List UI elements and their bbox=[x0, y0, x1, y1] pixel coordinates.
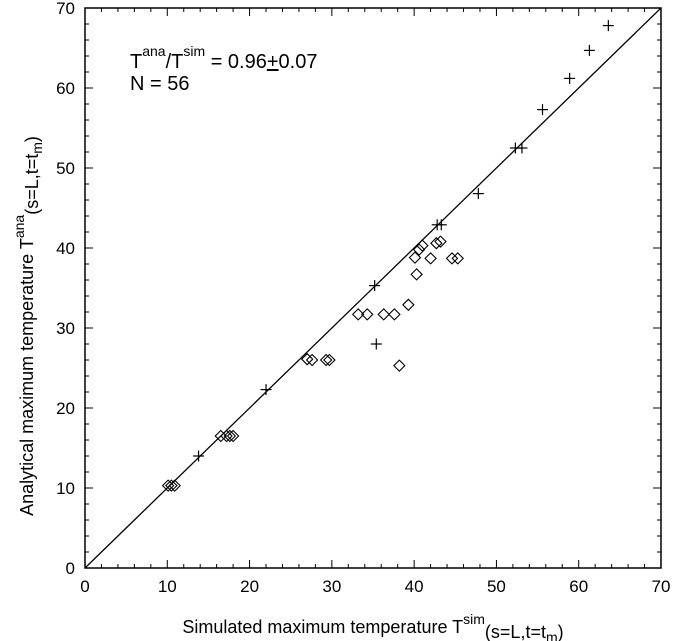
diamond-point bbox=[402, 298, 415, 312]
y-tick-label: 0 bbox=[66, 559, 75, 578]
plus-point bbox=[583, 44, 595, 56]
diamond-point bbox=[434, 235, 447, 248]
diamond-point bbox=[445, 252, 459, 265]
reference-line-group bbox=[84, 7, 662, 569]
diamond-point bbox=[165, 479, 178, 492]
diamond-point bbox=[319, 353, 333, 367]
y-tick-label: 60 bbox=[56, 79, 75, 98]
plus-point bbox=[435, 219, 447, 231]
diamond-point bbox=[161, 479, 175, 492]
plus-point bbox=[537, 104, 549, 116]
diamond-point bbox=[323, 353, 336, 367]
diamond-point bbox=[214, 429, 228, 443]
plus-point bbox=[472, 188, 484, 200]
plus-point bbox=[516, 142, 528, 154]
y-tick-label: 10 bbox=[56, 479, 75, 498]
diamond-point bbox=[451, 252, 465, 265]
ratio-annotation: Tana/Tsim = 0.96+0.07 bbox=[130, 43, 317, 73]
y-axis-title: Analytical maximum temperature Tana(s=L,… bbox=[11, 136, 45, 516]
diamond-point bbox=[412, 243, 426, 256]
x-axis-title: Simulated maximum temperature Tsim(s=L,t… bbox=[182, 611, 563, 641]
y-tick-label: 20 bbox=[56, 399, 75, 418]
plus-point bbox=[260, 384, 272, 396]
plus-point bbox=[193, 450, 205, 462]
y-tick-label: 70 bbox=[56, 0, 75, 18]
x-tick-label: 20 bbox=[240, 577, 259, 596]
diamond-point bbox=[430, 236, 443, 250]
diamond-point bbox=[168, 479, 181, 492]
n-annotation: N = 56 bbox=[130, 73, 189, 95]
x-tick-label: 10 bbox=[158, 577, 177, 596]
y-tick-label: 40 bbox=[56, 239, 75, 258]
one-to-one-line bbox=[84, 7, 662, 569]
plus-point bbox=[602, 20, 614, 32]
diamond-point bbox=[388, 308, 401, 321]
diamond-point bbox=[416, 239, 429, 252]
diamond-point bbox=[424, 252, 437, 265]
x-tick-label: 50 bbox=[487, 577, 506, 596]
plus-point bbox=[370, 338, 382, 350]
x-tick-label: 70 bbox=[652, 577, 671, 596]
diamond-point bbox=[393, 359, 406, 372]
y-tick-label: 30 bbox=[56, 319, 75, 338]
x-tick-label: 0 bbox=[80, 577, 89, 596]
x-tick-label: 60 bbox=[569, 577, 588, 596]
diamond-point bbox=[408, 251, 422, 264]
x-tick-label: 30 bbox=[322, 577, 341, 596]
diamond-point bbox=[351, 308, 365, 321]
plus-point bbox=[564, 72, 576, 84]
diamond-point bbox=[360, 308, 374, 321]
plot-frame bbox=[84, 7, 662, 569]
plus-point bbox=[369, 280, 381, 292]
axis-ticks: 0 10 20 30 40 50 60 70 0 10 20 30 40 50 60 70 bbox=[56, 0, 670, 596]
diamond-point bbox=[410, 268, 423, 281]
diamond-point bbox=[223, 429, 237, 443]
x-tick-label: 40 bbox=[405, 577, 424, 596]
diamond-point bbox=[305, 353, 319, 367]
y-tick-label: 50 bbox=[56, 159, 75, 178]
diamond-point bbox=[377, 308, 390, 321]
diamond-point bbox=[300, 352, 314, 366]
diamond-point bbox=[226, 429, 240, 443]
data-points bbox=[161, 20, 614, 492]
